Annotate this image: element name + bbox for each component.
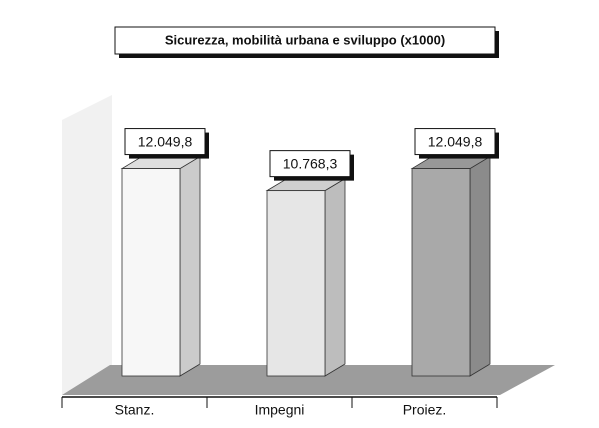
x-tick-label: Stanz. xyxy=(115,402,155,418)
value-label: 12.049,8 xyxy=(138,133,193,149)
title-box xyxy=(114,26,496,55)
bar xyxy=(121,168,181,377)
x-tick-label: Impegni xyxy=(255,402,305,418)
chart-title: Sicurezza, mobilità urbana e sviluppo (x… xyxy=(165,32,445,47)
value-label-box xyxy=(269,150,351,178)
value-label: 10.768,3 xyxy=(283,155,338,171)
value-label: 12.049,8 xyxy=(428,133,483,149)
value-label-box xyxy=(414,128,496,156)
value-label-box xyxy=(124,128,206,156)
side-wall xyxy=(62,95,112,395)
bar-side xyxy=(179,155,201,377)
x-tick-label: Proiez. xyxy=(403,402,447,418)
bar xyxy=(266,190,326,377)
bar xyxy=(411,168,471,377)
bar-side xyxy=(469,155,491,377)
bar-side xyxy=(324,177,346,377)
